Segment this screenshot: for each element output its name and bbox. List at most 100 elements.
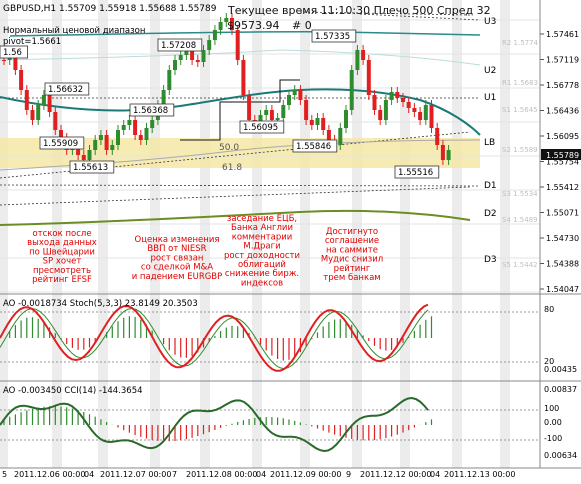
time-label: 5	[2, 470, 7, 479]
candle-body	[269, 110, 274, 120]
session-stripe	[452, 0, 462, 468]
candle-body	[167, 70, 172, 90]
candle-body	[235, 30, 240, 60]
time-label: 2011.12.08 00:00	[186, 470, 257, 479]
candle-body	[93, 140, 98, 150]
candle-body	[207, 40, 212, 50]
faint-pivot-label: S4 1.5489	[502, 216, 538, 224]
candle-body	[184, 48, 189, 55]
candle-body	[298, 90, 303, 100]
news-annotation: Банка Англии	[231, 223, 293, 233]
indicator2-tick: 0.00	[544, 418, 562, 427]
candle-body	[264, 110, 269, 115]
candle-body	[287, 95, 291, 105]
candle-body	[366, 60, 371, 95]
faint-pivot-label: R2 1.5774	[502, 39, 539, 47]
news-annotation: М.Драги	[243, 242, 280, 252]
level-label-lb: LB	[484, 138, 495, 148]
price-tag	[292, 139, 338, 153]
pivot-faint-labels: R2 1.5774 R1 1.5683 S1 1.5645 S2 1.5589 S3 1…	[502, 39, 539, 269]
candle-body	[389, 92, 394, 100]
session-stripe	[400, 0, 410, 468]
session-stripe	[352, 0, 362, 468]
faint-pivot-label: R1 1.5683	[502, 79, 538, 87]
candle-body	[81, 155, 86, 160]
candle-body	[429, 105, 434, 128]
faint-pivot-label: S2 1.5589	[502, 146, 538, 154]
price-tag	[0, 45, 29, 59]
candle-body	[121, 125, 126, 130]
level-label-u1: U1	[484, 93, 496, 103]
candle-body	[275, 118, 280, 120]
pivot-dashed-lines	[0, 11, 481, 206]
candle-body	[195, 60, 200, 62]
candle-body	[435, 128, 440, 145]
price-tag-text: 1.55516	[398, 168, 433, 178]
level-label-d1: D1	[484, 181, 497, 191]
price-tag-text: 1.56	[3, 48, 22, 58]
candle-body	[395, 92, 400, 98]
cci-panel[interactable]: 0.00837 100 0.00 -100 0.00634	[0, 385, 577, 460]
price-tick-label: 1.55412	[546, 183, 579, 192]
price-tick-label: 1.57119	[546, 56, 579, 65]
indicator1-tick: 0.00435	[544, 365, 577, 374]
candle-body	[190, 48, 195, 60]
candle-body	[53, 112, 58, 130]
time-label: 2011.12.13 00:00	[444, 470, 515, 479]
candle-body	[241, 60, 246, 95]
time-label: 04	[84, 470, 94, 479]
indicator1-tick: 20	[544, 357, 554, 366]
news-annotation: комментарии	[232, 232, 293, 242]
session-stripe	[150, 0, 160, 468]
price-tag-text: 1.57208	[161, 41, 196, 51]
price-tick-label: 1.54730	[546, 234, 579, 243]
level-label-d2: D2	[484, 209, 497, 219]
price-tag	[129, 103, 175, 117]
level-label-d3: D3	[484, 255, 497, 265]
news-annotation: Оценка изменения	[135, 235, 220, 245]
price-tick-label: 1.56095	[546, 132, 579, 141]
candle-body	[36, 105, 41, 120]
session-stripe	[500, 0, 510, 468]
candle-body	[423, 105, 428, 120]
price-tag-text: 1.56632	[48, 85, 83, 95]
candle-body	[13, 52, 18, 70]
faint-pivot-label: S5 1.5442	[502, 261, 538, 269]
indicator2-tick: -100	[544, 434, 562, 443]
stochastic-panel[interactable]: 80 200.00435	[0, 303, 577, 374]
candle-body	[338, 128, 343, 145]
level-label-u2: U2	[484, 66, 496, 76]
candle-body	[372, 95, 377, 110]
light-ma	[0, 49, 481, 66]
candle-body	[201, 50, 206, 62]
news-annotation: Достигнуто	[326, 227, 378, 237]
candle-body	[178, 55, 183, 60]
faint-pivot-label: S1 1.5645	[502, 106, 538, 114]
candle-body	[326, 130, 331, 140]
olive-moving-average	[0, 209, 471, 226]
indicator1-header: AO -0.0018734 Stoch(5,3,3) 23.8149 20.35…	[3, 299, 198, 309]
price-tag-text: 1.55613	[73, 163, 108, 173]
candle-body	[2, 60, 6, 61]
candle-body	[59, 130, 63, 138]
price-tick-label: 1.54047	[546, 285, 579, 294]
time-label: 2011.12.12 00:00	[360, 470, 431, 479]
news-annotation: SP хочет	[43, 257, 82, 267]
news-annotation: пресмотреть	[33, 266, 91, 276]
level-label-u3: U3	[484, 17, 496, 27]
price-tick-label: 1.56436	[546, 107, 579, 116]
time-label: 7	[172, 470, 177, 479]
indicator2-tick: 0.00837	[544, 385, 577, 394]
upper-ma	[9, 31, 481, 37]
candle-body	[144, 128, 149, 140]
price-tag	[311, 29, 357, 43]
news-annotation: рост связан	[150, 253, 203, 263]
pivot-dashed-line	[0, 131, 471, 179]
candle-body	[133, 120, 138, 135]
candle-body	[309, 120, 314, 125]
candle-body	[361, 50, 366, 60]
indicator1-tick: 80	[544, 305, 554, 314]
news-annotation: трем банкам	[323, 273, 380, 283]
time-label: 2011.12.09 00:00	[270, 470, 341, 479]
